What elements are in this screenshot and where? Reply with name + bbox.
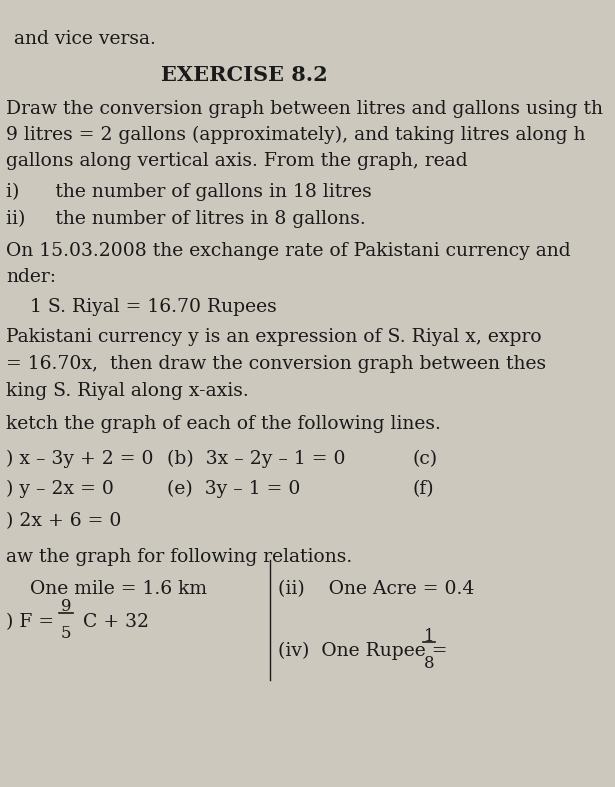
Text: ketch the graph of each of the following lines.: ketch the graph of each of the following… (6, 415, 441, 433)
Text: (iv)  One Rupee =: (iv) One Rupee = (278, 642, 448, 660)
Text: aw the graph for following relations.: aw the graph for following relations. (6, 548, 352, 566)
Text: Pakistani currency y is an expression of S. Riyal x, expro: Pakistani currency y is an expression of… (6, 328, 542, 346)
Text: king S. Riyal along x-axis.: king S. Riyal along x-axis. (6, 382, 249, 400)
Text: 9: 9 (61, 598, 71, 615)
Text: gallons along vertical axis. From the graph, read: gallons along vertical axis. From the gr… (6, 152, 468, 170)
Text: nder:: nder: (6, 268, 57, 286)
Text: (c): (c) (413, 450, 438, 468)
Text: 1: 1 (424, 628, 434, 645)
Text: (e)  3y – 1 = 0: (e) 3y – 1 = 0 (167, 480, 300, 498)
Text: (f): (f) (413, 480, 435, 498)
Text: (b)  3x – 2y – 1 = 0: (b) 3x – 2y – 1 = 0 (167, 450, 345, 468)
Text: C + 32: C + 32 (82, 613, 149, 631)
Text: = 16.70x,  then draw the conversion graph between thes: = 16.70x, then draw the conversion graph… (6, 355, 547, 373)
Text: 5: 5 (61, 625, 71, 642)
Text: ii)     the number of litres in 8 gallons.: ii) the number of litres in 8 gallons. (6, 210, 366, 228)
Text: ) 2x + 6 = 0: ) 2x + 6 = 0 (6, 512, 122, 530)
Text: i)      the number of gallons in 18 litres: i) the number of gallons in 18 litres (6, 183, 372, 201)
Text: 8: 8 (424, 655, 434, 672)
Text: EXERCISE 8.2: EXERCISE 8.2 (161, 65, 328, 85)
Text: and vice versa.: and vice versa. (14, 30, 156, 48)
Text: 1 S. Riyal = 16.70 Rupees: 1 S. Riyal = 16.70 Rupees (6, 298, 277, 316)
Text: ) y – 2x = 0: ) y – 2x = 0 (6, 480, 114, 498)
Text: (ii)    One Acre = 0.4: (ii) One Acre = 0.4 (278, 580, 474, 598)
Text: 9 litres = 2 gallons (approximately), and taking litres along h: 9 litres = 2 gallons (approximately), an… (6, 126, 586, 144)
Text: One mile = 1.6 km: One mile = 1.6 km (6, 580, 207, 598)
Text: Draw the conversion graph between litres and gallons using th: Draw the conversion graph between litres… (6, 100, 603, 118)
Text: ) x – 3y + 2 = 0: ) x – 3y + 2 = 0 (6, 450, 154, 468)
Text: On 15.03.2008 the exchange rate of Pakistani currency and: On 15.03.2008 the exchange rate of Pakis… (6, 242, 571, 260)
Text: ) F =: ) F = (6, 613, 60, 631)
